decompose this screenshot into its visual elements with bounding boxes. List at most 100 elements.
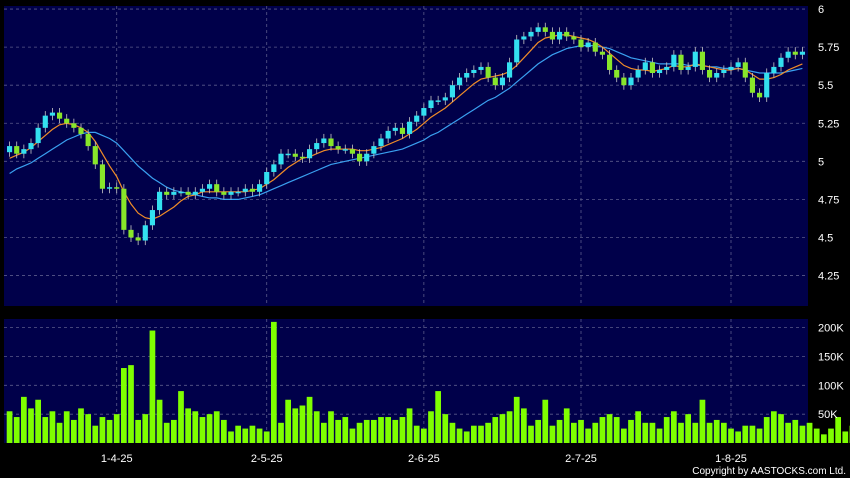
volume-bar (306, 396, 313, 443)
candle (542, 22, 548, 37)
volume-bars (6, 321, 850, 443)
candle-body (285, 153, 291, 156)
candle (335, 141, 341, 154)
volume-bar (821, 434, 827, 443)
volume-bar (56, 422, 63, 443)
candle-body (364, 153, 370, 162)
candle-body (142, 225, 148, 241)
candle (471, 65, 477, 78)
candle (585, 37, 591, 52)
candle (42, 111, 48, 133)
candle (571, 31, 577, 45)
candle-body (521, 36, 527, 40)
candle (221, 187, 227, 200)
candle-body (464, 73, 470, 78)
volume-bar (321, 422, 327, 443)
candle (535, 22, 541, 37)
volume-bar (242, 428, 249, 443)
volume-bar (599, 417, 606, 443)
copyright-text: Copyright by AASTOCKS.com Ltd. (692, 466, 846, 477)
candle-body (178, 191, 184, 194)
candle-body (428, 100, 434, 109)
candle-body (799, 51, 805, 55)
candle (28, 138, 34, 154)
volume-bar (563, 408, 570, 443)
candle (192, 187, 198, 200)
volume-bar (471, 425, 477, 443)
candle (85, 129, 91, 151)
volume-bar (728, 428, 734, 443)
candle-body (449, 85, 455, 98)
volume-bar (228, 431, 234, 443)
candle (492, 73, 498, 90)
candle (378, 133, 384, 151)
volume-bar (92, 425, 99, 443)
candle-body (42, 115, 48, 128)
candle (178, 187, 184, 197)
candle (49, 108, 55, 121)
candle (157, 187, 163, 215)
volume-bar (249, 425, 256, 443)
candle-body (328, 138, 334, 147)
candle (364, 149, 370, 166)
candle (721, 65, 727, 78)
candle-body (642, 62, 648, 70)
volume-bar (685, 414, 691, 443)
volume-bar (85, 414, 91, 443)
candle-body (264, 171, 270, 185)
candle (778, 53, 784, 72)
candle (435, 95, 441, 105)
candle-body (649, 62, 655, 74)
volume-bar (49, 411, 56, 443)
candle-body (692, 51, 698, 67)
volume-bar (699, 399, 706, 443)
price-tick-label: 5.5 (818, 80, 833, 92)
price-tick-label: 4.5 (818, 232, 833, 244)
volume-bar (406, 408, 413, 443)
axis-labels: 6 5.75 5.5 5.25 5 4.75 4.5 4.25 200K 150K 100K 50K 1… (101, 4, 845, 465)
volume-bar (649, 422, 656, 443)
candle (457, 73, 463, 90)
candle (478, 62, 484, 75)
volume-bar (442, 414, 449, 443)
volume-bar (492, 417, 499, 443)
volume-bar (385, 417, 391, 443)
volume-bar (456, 428, 463, 443)
candle-body (621, 77, 627, 86)
volume-bar (71, 419, 77, 443)
volume-bar (478, 425, 484, 443)
candle-body (149, 210, 155, 226)
volume-bar (578, 419, 584, 443)
candle (799, 47, 805, 60)
volume-bar (692, 422, 699, 443)
candle-body (542, 27, 548, 32)
candle-body (778, 57, 784, 67)
volume-bar (278, 422, 284, 443)
date-tick-label: 2-7-25 (565, 453, 597, 465)
volume-bar (178, 391, 184, 443)
candle (171, 187, 177, 200)
volume-bar (78, 408, 84, 443)
volume-bar (742, 425, 749, 443)
candle (678, 50, 684, 75)
volume-bar (521, 408, 527, 443)
candle (671, 50, 677, 72)
candle-body (735, 62, 741, 67)
candle (299, 152, 305, 163)
volume-bar (663, 417, 670, 443)
volume-bar (363, 419, 370, 443)
candle-body (342, 149, 348, 151)
candle-body (321, 138, 327, 144)
volume-tick-label: 100K (818, 380, 844, 392)
volume-bar (185, 408, 191, 443)
candle-body (392, 127, 398, 131)
candle-body (64, 118, 70, 124)
candle-body (442, 97, 448, 101)
volume-bar (835, 417, 841, 443)
candle-body (192, 191, 198, 195)
volume-bar (778, 414, 784, 443)
candle-body (578, 39, 584, 48)
candle (528, 27, 534, 42)
candle-body (235, 191, 241, 194)
